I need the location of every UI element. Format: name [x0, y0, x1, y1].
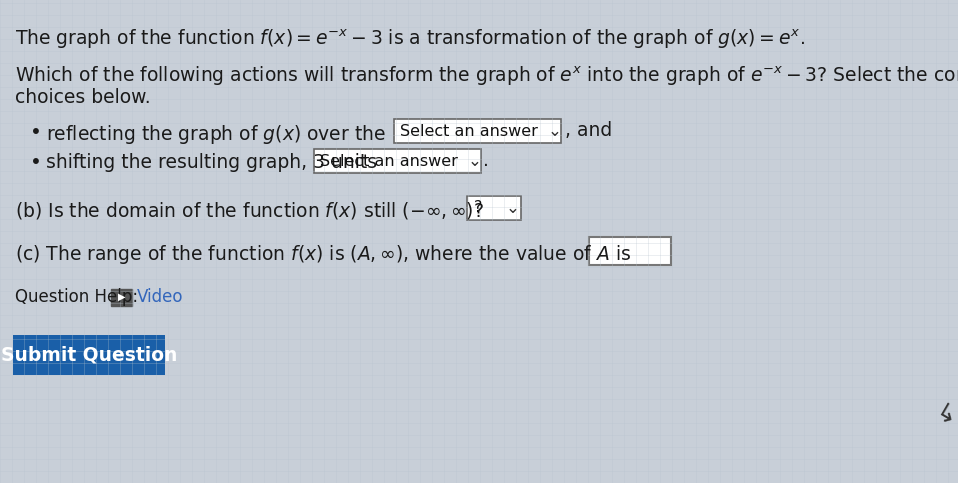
Text: •: •: [30, 153, 42, 172]
Text: Video: Video: [137, 288, 184, 306]
FancyBboxPatch shape: [394, 119, 561, 143]
Text: Question Help:: Question Help:: [15, 288, 138, 306]
Text: Select an answer: Select an answer: [400, 124, 537, 139]
FancyBboxPatch shape: [467, 196, 521, 220]
Text: Submit Question: Submit Question: [1, 345, 177, 365]
Text: ⌄: ⌄: [506, 199, 520, 217]
Text: (b) Is the domain of the function $f(x)$ still $(-\infty, \infty)$?: (b) Is the domain of the function $f(x)$…: [15, 200, 484, 221]
Text: ⌄: ⌄: [468, 152, 482, 170]
Text: (c) The range of the function $f(x)$ is $(A, \infty)$, where the value of $A$ is: (c) The range of the function $f(x)$ is …: [15, 243, 631, 266]
Text: The graph of the function $f(x) = e^{-x} - 3$ is a transformation of the graph o: The graph of the function $f(x) = e^{-x}…: [15, 28, 805, 51]
Text: shifting the resulting graph, 3 units: shifting the resulting graph, 3 units: [46, 153, 377, 172]
Text: choices below.: choices below.: [15, 88, 150, 107]
Text: ▶: ▶: [118, 292, 125, 302]
Text: Select an answer: Select an answer: [320, 154, 458, 169]
Text: reflecting the graph of $g(x)$ over the: reflecting the graph of $g(x)$ over the: [46, 123, 386, 146]
Text: ⌄: ⌄: [548, 122, 562, 140]
Text: ↳: ↳: [930, 402, 958, 433]
Text: , and: , and: [565, 122, 612, 141]
Text: Which of the following actions will transform the graph of $e^x$ into the graph : Which of the following actions will tran…: [15, 65, 958, 88]
FancyBboxPatch shape: [111, 288, 132, 306]
Text: ?: ?: [474, 200, 483, 215]
FancyBboxPatch shape: [13, 335, 165, 375]
FancyBboxPatch shape: [589, 237, 671, 265]
Text: •: •: [30, 123, 42, 142]
FancyBboxPatch shape: [314, 149, 481, 173]
Text: .: .: [483, 152, 489, 170]
